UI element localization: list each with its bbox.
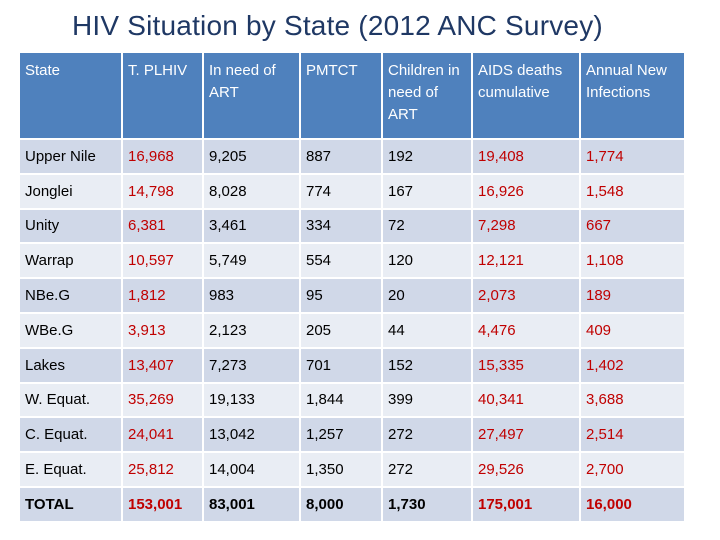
aids-deaths-cell: 29,526 bbox=[473, 453, 579, 486]
in-need-of-art-cell: 9,205 bbox=[204, 140, 299, 173]
column-header-annual-new-infections: Annual New Infections bbox=[581, 53, 684, 138]
new-infections-cell: 2,700 bbox=[581, 453, 684, 486]
children-in-need-cell: 272 bbox=[383, 453, 471, 486]
pmtct-cell: 1,257 bbox=[301, 418, 381, 452]
pmtct-cell: 701 bbox=[301, 348, 381, 382]
state-cell: TOTAL bbox=[20, 487, 121, 521]
pmtct-cell: 334 bbox=[301, 209, 381, 243]
in-need-of-art-cell: 3,461 bbox=[204, 209, 299, 243]
children-in-need-cell: 44 bbox=[383, 313, 471, 347]
table-row: W. Equat. 35,269 19,133 1,844 399 40,341 3,688 bbox=[20, 383, 684, 417]
aids-deaths-cell: 7,298 bbox=[473, 209, 579, 243]
table-row: Upper Nile 16,968 9,205 887 192 19,408 1,774 bbox=[20, 140, 684, 173]
children-in-need-cell: 1,730 bbox=[383, 487, 471, 521]
table-row: Unity 6,381 3,461 334 72 7,298 667 bbox=[20, 209, 684, 243]
total-plhiv-cell: 6,381 bbox=[123, 209, 202, 243]
pmtct-cell: 554 bbox=[301, 244, 381, 278]
pmtct-cell: 1,350 bbox=[301, 453, 381, 486]
new-infections-cell: 16,000 bbox=[581, 487, 684, 521]
state-cell: Warrap bbox=[20, 244, 121, 278]
in-need-of-art-cell: 19,133 bbox=[204, 383, 299, 417]
total-plhiv-cell: 13,407 bbox=[123, 348, 202, 382]
total-plhiv-cell: 10,597 bbox=[123, 244, 202, 278]
table-row: C. Equat. 24,041 13,042 1,257 272 27,497 2,514 bbox=[20, 418, 684, 452]
total-plhiv-cell: 1,812 bbox=[123, 279, 202, 312]
table-row: NBe.G 1,812 983 95 20 2,073 189 bbox=[20, 279, 684, 312]
new-infections-cell: 1,402 bbox=[581, 348, 684, 382]
column-header-pmtct: PMTCT bbox=[301, 53, 381, 138]
new-infections-cell: 1,548 bbox=[581, 174, 684, 208]
aids-deaths-cell: 16,926 bbox=[473, 174, 579, 208]
table-row: E. Equat. 25,812 14,004 1,350 272 29,526 2,700 bbox=[20, 453, 684, 486]
column-header-children-in-need-of-art: Children in need of ART bbox=[383, 53, 471, 138]
children-in-need-cell: 72 bbox=[383, 209, 471, 243]
in-need-of-art-cell: 13,042 bbox=[204, 418, 299, 452]
children-in-need-cell: 272 bbox=[383, 418, 471, 452]
total-plhiv-cell: 25,812 bbox=[123, 453, 202, 486]
children-in-need-cell: 167 bbox=[383, 174, 471, 208]
total-plhiv-cell: 14,798 bbox=[123, 174, 202, 208]
children-in-need-cell: 20 bbox=[383, 279, 471, 312]
new-infections-cell: 1,774 bbox=[581, 140, 684, 173]
in-need-of-art-cell: 983 bbox=[204, 279, 299, 312]
slide-title: HIV Situation by State (2012 ANC Survey) bbox=[72, 10, 603, 41]
in-need-of-art-cell: 14,004 bbox=[204, 453, 299, 486]
children-in-need-cell: 120 bbox=[383, 244, 471, 278]
new-infections-cell: 1,108 bbox=[581, 244, 684, 278]
column-header-state: State bbox=[20, 53, 121, 138]
column-header-aids-deaths-cumulative: AIDS deaths cumulative bbox=[473, 53, 579, 138]
new-infections-cell: 3,688 bbox=[581, 383, 684, 417]
aids-deaths-cell: 19,408 bbox=[473, 140, 579, 173]
in-need-of-art-cell: 5,749 bbox=[204, 244, 299, 278]
new-infections-cell: 2,514 bbox=[581, 418, 684, 452]
aids-deaths-cell: 4,476 bbox=[473, 313, 579, 347]
state-cell: Jonglei bbox=[20, 174, 121, 208]
total-row: TOTAL 153,001 83,001 8,000 1,730 175,001 16,00… bbox=[20, 487, 684, 521]
state-cell: W. Equat. bbox=[20, 383, 121, 417]
new-infections-cell: 189 bbox=[581, 279, 684, 312]
state-cell: E. Equat. bbox=[20, 453, 121, 486]
pmtct-cell: 887 bbox=[301, 140, 381, 173]
children-in-need-cell: 192 bbox=[383, 140, 471, 173]
aids-deaths-cell: 175,001 bbox=[473, 487, 579, 521]
new-infections-cell: 667 bbox=[581, 209, 684, 243]
pmtct-cell: 1,844 bbox=[301, 383, 381, 417]
total-plhiv-cell: 153,001 bbox=[123, 487, 202, 521]
state-cell: Lakes bbox=[20, 348, 121, 382]
state-cell: WBe.G bbox=[20, 313, 121, 347]
state-cell: Unity bbox=[20, 209, 121, 243]
table-row: Jonglei 14,798 8,028 774 167 16,926 1,548 bbox=[20, 174, 684, 208]
hiv-data-table: State T. PLHIV In need of ART PMTCT Chil… bbox=[18, 51, 686, 523]
pmtct-cell: 95 bbox=[301, 279, 381, 312]
table-row: Warrap 10,597 5,749 554 120 12,121 1,108 bbox=[20, 244, 684, 278]
header-row: State T. PLHIV In need of ART PMTCT Chil… bbox=[20, 53, 684, 138]
column-header-in-need-of-art: In need of ART bbox=[204, 53, 299, 138]
table-row: WBe.G 3,913 2,123 205 44 4,476 409 bbox=[20, 313, 684, 347]
aids-deaths-cell: 12,121 bbox=[473, 244, 579, 278]
in-need-of-art-cell: 8,028 bbox=[204, 174, 299, 208]
aids-deaths-cell: 40,341 bbox=[473, 383, 579, 417]
new-infections-cell: 409 bbox=[581, 313, 684, 347]
aids-deaths-cell: 27,497 bbox=[473, 418, 579, 452]
total-plhiv-cell: 16,968 bbox=[123, 140, 202, 173]
column-header-total-plhiv: T. PLHIV bbox=[123, 53, 202, 138]
pmtct-cell: 205 bbox=[301, 313, 381, 347]
state-cell: C. Equat. bbox=[20, 418, 121, 452]
in-need-of-art-cell: 7,273 bbox=[204, 348, 299, 382]
pmtct-cell: 8,000 bbox=[301, 487, 381, 521]
state-cell: Upper Nile bbox=[20, 140, 121, 173]
state-cell: NBe.G bbox=[20, 279, 121, 312]
aids-deaths-cell: 2,073 bbox=[473, 279, 579, 312]
in-need-of-art-cell: 2,123 bbox=[204, 313, 299, 347]
children-in-need-cell: 152 bbox=[383, 348, 471, 382]
total-plhiv-cell: 24,041 bbox=[123, 418, 202, 452]
pmtct-cell: 774 bbox=[301, 174, 381, 208]
in-need-of-art-cell: 83,001 bbox=[204, 487, 299, 521]
children-in-need-cell: 399 bbox=[383, 383, 471, 417]
aids-deaths-cell: 15,335 bbox=[473, 348, 579, 382]
table-row: Lakes 13,407 7,273 701 152 15,335 1,402 bbox=[20, 348, 684, 382]
total-plhiv-cell: 3,913 bbox=[123, 313, 202, 347]
total-plhiv-cell: 35,269 bbox=[123, 383, 202, 417]
